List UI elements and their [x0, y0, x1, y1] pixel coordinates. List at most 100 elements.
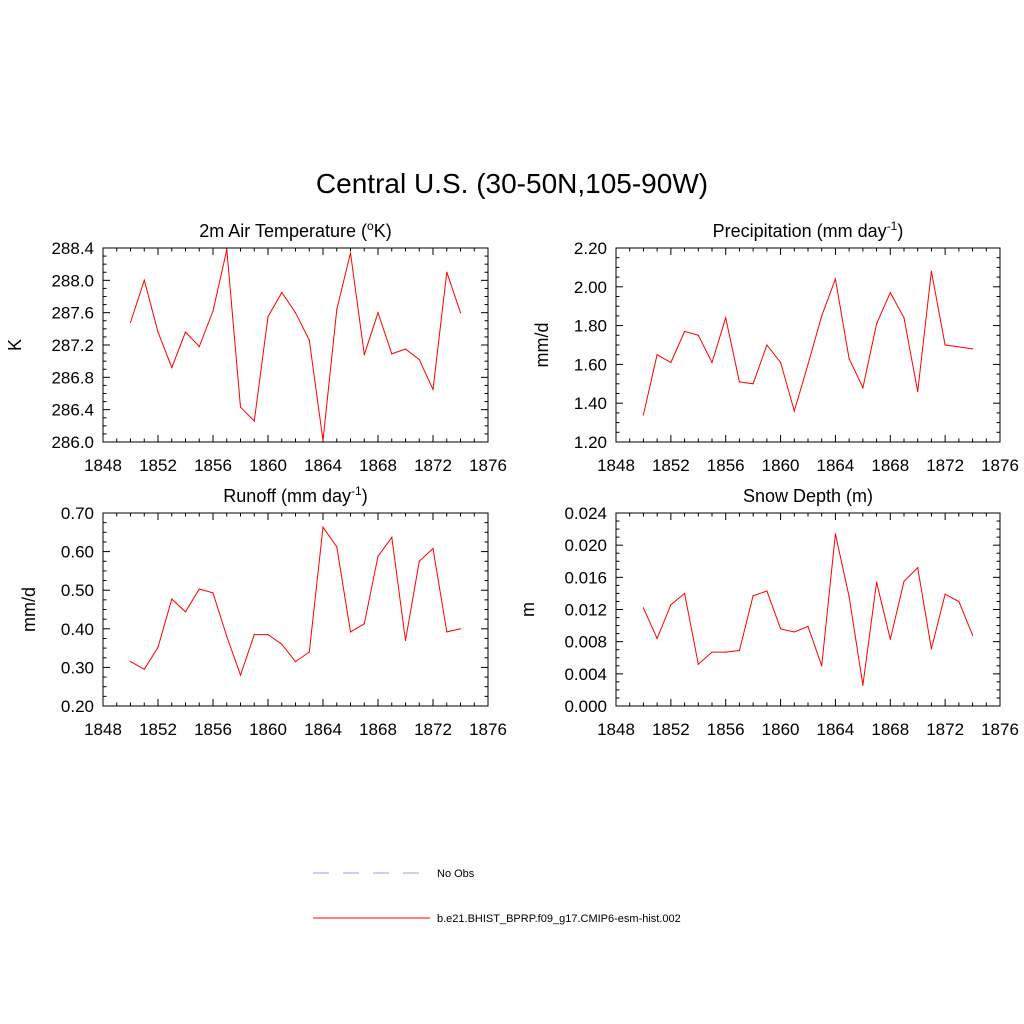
- y-tick-label: 2.00: [574, 278, 607, 297]
- chart-panel-3: 0.20 0.30 0.40 0.50 0.60 0.70 1848 1852 1856 1860…: [19, 484, 507, 739]
- data-point: [418, 560, 420, 562]
- data-point: [336, 546, 338, 548]
- x-tick-label: 1876: [981, 720, 1019, 739]
- data-point: [391, 536, 393, 538]
- data-point: [903, 580, 905, 582]
- panel-title: 2m Air Temperature (oK): [199, 219, 391, 241]
- y-tick-label: 0.008: [564, 633, 607, 652]
- x-tick-label: 1856: [707, 456, 745, 475]
- data-point: [779, 361, 782, 364]
- y-tick-label: 288.0: [51, 271, 94, 290]
- data-point: [752, 383, 754, 385]
- data-point: [418, 358, 420, 361]
- y-axis-label: mm/d: [19, 587, 39, 632]
- data-point: [322, 439, 324, 441]
- x-tick-label: 1852: [652, 456, 690, 475]
- data-point: [446, 271, 448, 273]
- data-point: [157, 331, 159, 333]
- y-tick-label: 286.0: [51, 433, 94, 452]
- y-tick-label: 286.4: [51, 401, 94, 420]
- data-point: [917, 390, 919, 393]
- y-tick-label: 286.8: [51, 368, 94, 387]
- y-tick-label: 0.020: [564, 536, 607, 555]
- data-point: [944, 344, 946, 346]
- data-point: [642, 414, 645, 416]
- x-tick-label: 1876: [981, 456, 1019, 475]
- data-point: [930, 270, 933, 272]
- x-tick-label: 1864: [304, 456, 342, 475]
- data-point: [834, 278, 837, 280]
- data-point: [683, 330, 686, 333]
- plot-frame: [615, 247, 1001, 443]
- data-point: [725, 651, 727, 653]
- series-line: [642, 533, 974, 686]
- data-point: [171, 367, 173, 369]
- x-tick-label: 1848: [597, 456, 635, 475]
- x-tick-label: 1872: [414, 720, 452, 739]
- data-point: [184, 611, 187, 613]
- y-tick-label: 1.60: [574, 355, 607, 374]
- data-point: [446, 631, 448, 633]
- x-tick-label: 1868: [871, 456, 909, 475]
- y-tick-label: 0.012: [564, 601, 607, 620]
- y-tick-label: 288.4: [51, 239, 94, 258]
- y-tick-label: 0.70: [61, 504, 94, 523]
- data-point: [157, 646, 159, 648]
- data-point: [212, 310, 214, 312]
- data-point: [752, 595, 754, 597]
- y-tick-label: 0.30: [61, 658, 94, 677]
- data-point: [129, 321, 132, 323]
- data-point: [363, 354, 365, 356]
- x-tick-label: 1860: [762, 456, 800, 475]
- chart-panel-2: 1.20 1.40 1.60 1.80 2.00 2.20 1848 1852 1856 1860…: [532, 219, 1019, 475]
- data-point: [903, 317, 905, 319]
- x-tick-label: 1856: [194, 456, 232, 475]
- series-line: [130, 249, 461, 441]
- data-point: [889, 292, 891, 294]
- data-point: [711, 361, 713, 364]
- data-point: [725, 317, 727, 319]
- data-point: [294, 661, 297, 663]
- y-tick-label: 287.2: [51, 336, 94, 355]
- data-point: [226, 249, 228, 251]
- legend-label-2: b.e21.BHIST_BPRP.f09_g17.CMIP6-esm-hist.…: [437, 913, 681, 925]
- y-tick-label: 0.000: [564, 697, 607, 716]
- data-point: [779, 628, 782, 630]
- chart-panel-1: 286.0 286.4 286.8 287.2 287.6 288.0 288.4 1848 1…: [5, 219, 507, 475]
- data-point: [930, 648, 933, 650]
- x-tick-label: 1860: [249, 720, 287, 739]
- data-point: [642, 607, 645, 609]
- data-point: [834, 533, 837, 535]
- x-tick-label: 1848: [84, 456, 122, 475]
- data-point: [807, 625, 809, 627]
- y-tick-label: 0.40: [61, 620, 94, 639]
- y-axis-label: m: [518, 602, 538, 617]
- x-tick-label: 1868: [359, 720, 397, 739]
- legend-label-1: No Obs: [437, 868, 475, 880]
- x-tick-label: 1864: [817, 720, 855, 739]
- x-tick-label: 1864: [304, 720, 342, 739]
- data-point: [862, 387, 864, 389]
- y-tick-label: 1.40: [574, 394, 607, 413]
- data-point: [807, 363, 809, 365]
- data-point: [971, 348, 974, 350]
- data-point: [958, 346, 960, 348]
- chart-panel-4: 0.000 0.004 0.008 0.012 0.016 0.020 0.024 1848 1…: [518, 486, 1019, 739]
- data-point: [336, 308, 338, 311]
- data-point: [377, 312, 379, 314]
- x-tick-label: 1876: [469, 456, 507, 475]
- data-point: [267, 633, 269, 636]
- legend: No Obs b.e21.BHIST_BPRP.f09_g17.CMIP6-esm…: [313, 868, 681, 925]
- data-point: [212, 592, 214, 594]
- data-point: [308, 339, 310, 341]
- data-point: [349, 631, 352, 633]
- data-point: [958, 600, 960, 603]
- data-point: [239, 674, 242, 676]
- data-point: [862, 684, 864, 686]
- data-point: [656, 354, 658, 356]
- data-point: [322, 526, 324, 528]
- data-point: [198, 346, 200, 348]
- data-point: [738, 649, 741, 652]
- y-axis-label: mm/d: [532, 323, 552, 368]
- data-point: [198, 588, 200, 590]
